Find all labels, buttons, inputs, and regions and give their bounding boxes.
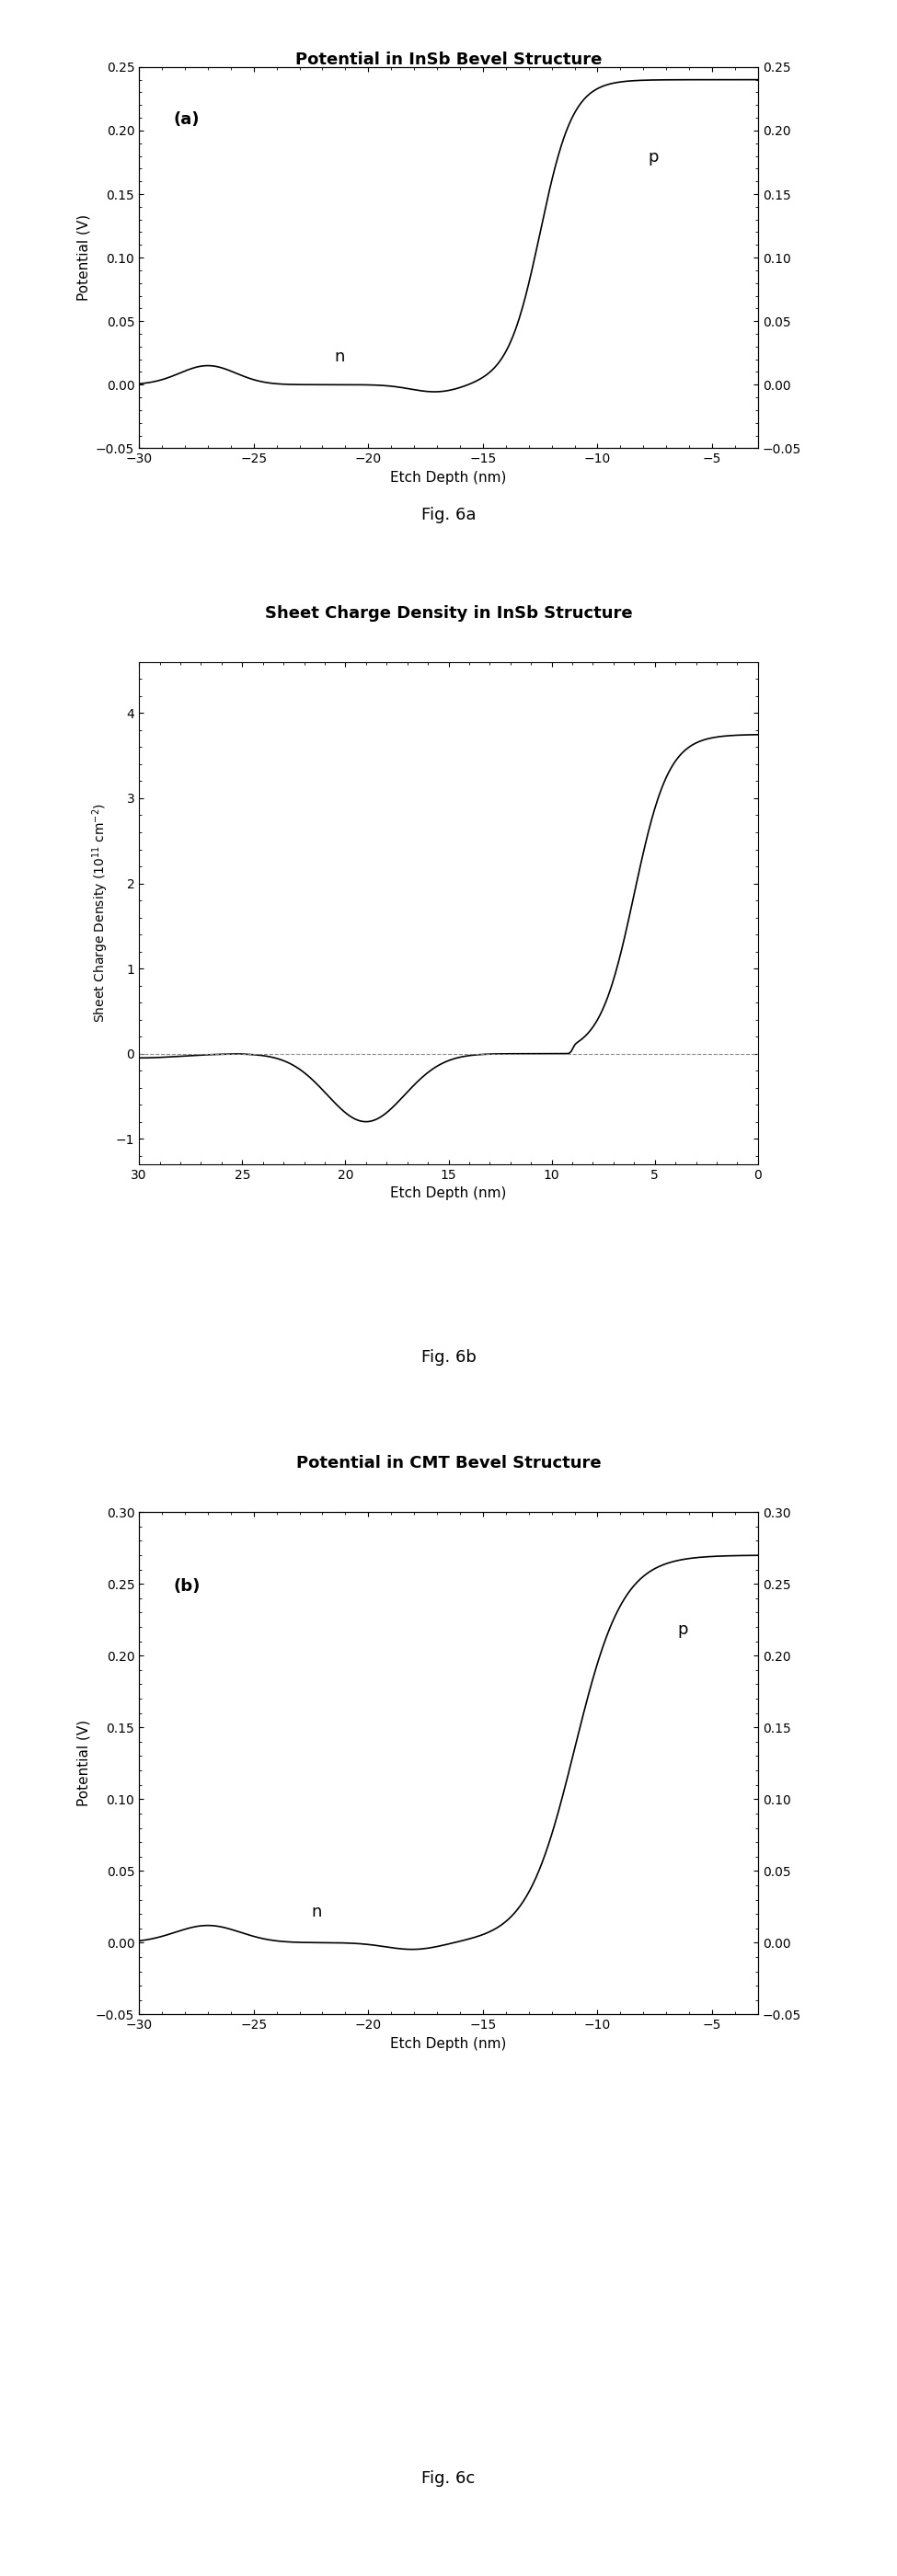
- Text: n: n: [334, 348, 344, 366]
- X-axis label: Etch Depth (nm): Etch Depth (nm): [390, 471, 507, 484]
- Text: Fig. 6c: Fig. 6c: [422, 2470, 475, 2486]
- Text: Fig. 6b: Fig. 6b: [421, 1350, 476, 1365]
- Y-axis label: Potential (V): Potential (V): [77, 1721, 91, 1806]
- Text: Fig. 6a: Fig. 6a: [421, 507, 476, 523]
- Text: p: p: [648, 149, 658, 165]
- X-axis label: Etch Depth (nm): Etch Depth (nm): [390, 2038, 507, 2050]
- X-axis label: Etch Depth (nm): Etch Depth (nm): [390, 1188, 507, 1200]
- Text: n: n: [311, 1904, 321, 1922]
- Text: Sheet Charge Density in InSb Structure: Sheet Charge Density in InSb Structure: [265, 605, 632, 621]
- Text: (a): (a): [173, 111, 200, 129]
- Text: (b): (b): [173, 1579, 200, 1595]
- Y-axis label: Potential (V): Potential (V): [77, 214, 91, 301]
- Text: p: p: [678, 1620, 688, 1638]
- Y-axis label: Sheet Charge Density $(10^{11}\ \mathrm{cm}^{-2})$: Sheet Charge Density $(10^{11}\ \mathrm{…: [91, 804, 110, 1023]
- Text: Potential in CMT Bevel Structure: Potential in CMT Bevel Structure: [296, 1455, 601, 1471]
- Text: Potential in InSb Bevel Structure: Potential in InSb Bevel Structure: [295, 52, 602, 67]
